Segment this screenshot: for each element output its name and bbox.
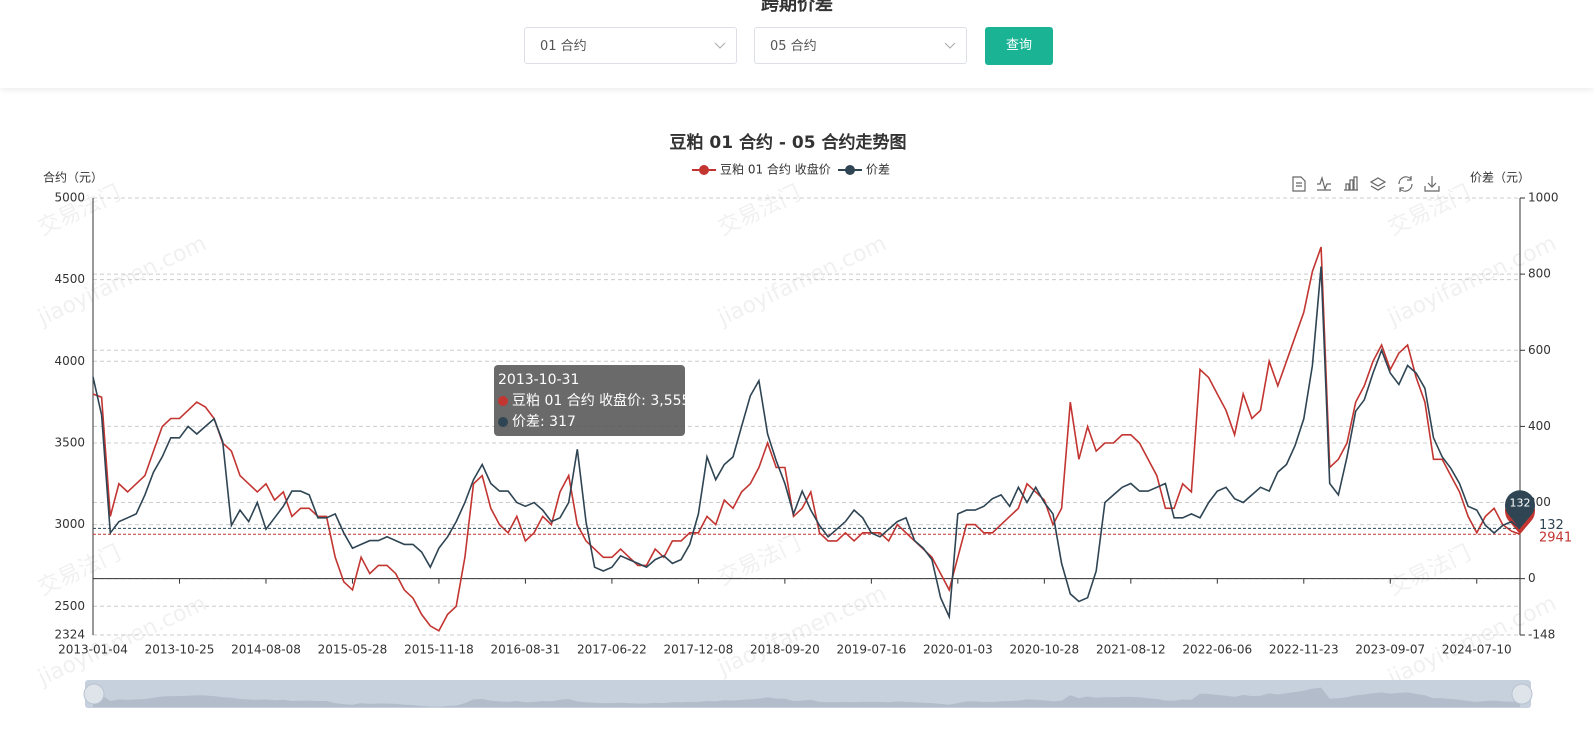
y2-tick-label: 600 — [1528, 343, 1551, 357]
watermark: 交易法门 — [35, 541, 125, 601]
select[interactable]: 05 合约 — [754, 27, 967, 64]
y-tick-label: 4500 — [54, 272, 85, 286]
tool-save[interactable] — [1424, 176, 1440, 192]
chevron — [944, 42, 956, 49]
chart-title: 豆粕 01 合约 - 05 合约走势图 — [670, 132, 907, 153]
x-tick-label: 2016-08-31 — [491, 643, 561, 657]
y-tick-label: 3000 — [54, 517, 85, 531]
x-tick-label: 2020-01-03 — [923, 643, 993, 657]
select[interactable]: 01 合约 — [524, 27, 737, 64]
x-tick-label: 2013-10-25 — [145, 643, 215, 657]
mark-point — [1505, 490, 1536, 529]
series-line — [92, 266, 1521, 620]
tooltip-dot — [498, 396, 508, 406]
toolbox[interactable] — [1292, 175, 1440, 192]
watermark: jiaoyifamen.com — [714, 581, 891, 681]
datazoom-handle[interactable] — [83, 683, 105, 705]
header: 跨期价差 01 合约 05 合约 查询 — [0, 0, 1594, 88]
x-tick-label: 2015-05-28 — [318, 643, 388, 657]
y2-tick-label: 800 — [1528, 267, 1551, 281]
x-tick-label: 2015-11-18 — [404, 643, 474, 657]
tool-bar[interactable] — [1344, 176, 1358, 191]
x-tick-label: 2022-06-06 — [1182, 643, 1252, 657]
watermark: 交易法门 — [715, 531, 805, 591]
y-tick-label: 2324 — [54, 628, 85, 642]
datazoom-shadow — [93, 687, 1520, 707]
tool-line[interactable] — [1317, 175, 1331, 191]
y2-tick-label: 1000 — [1528, 191, 1559, 205]
x-tick-label: 2013-01-04 — [58, 643, 128, 657]
watermark: jiaoyifamen.com — [714, 231, 891, 331]
page-title: 跨期价差 — [761, 0, 833, 15]
x-tick-label: 2022-11-23 — [1269, 643, 1339, 657]
x-tick-label: 2023-09-07 — [1355, 643, 1425, 657]
tooltip-row: 价差: 317 — [512, 414, 576, 430]
legend-label: 价差 — [866, 163, 890, 177]
y-tick-label: 2500 — [54, 599, 85, 613]
query-button[interactable]: 查询 — [985, 27, 1053, 65]
tooltip-row: 豆粕 01 合约 收盘价: 3,555 — [512, 392, 690, 409]
y-tick-label: 4000 — [54, 354, 85, 368]
select-value: 05 合约 — [770, 39, 817, 54]
tooltip-dot — [498, 417, 508, 427]
x-tick-label: 2021-08-12 — [1096, 643, 1166, 657]
y2-tick-label: 400 — [1528, 419, 1551, 433]
x-tick-label: 2014-08-08 — [231, 643, 301, 657]
watermark: jiaoyifamen.com — [1384, 231, 1561, 331]
legend-label: 豆粕 01 合约 收盘价 — [720, 162, 831, 177]
watermark: 交易法门 — [715, 181, 805, 241]
y2-axis-label: 价差（元） — [1470, 171, 1530, 185]
select-value: 01 合约 — [540, 39, 587, 54]
tool-data-view[interactable] — [1292, 176, 1306, 192]
x-tick-label: 2024-07-10 — [1442, 643, 1512, 657]
y-tick-label: 3500 — [54, 435, 85, 449]
tool-restore[interactable] — [1398, 176, 1413, 192]
chevron — [714, 42, 726, 49]
y-axis-label: 合约（元） — [43, 170, 103, 185]
x-tick-label: 2017-06-22 — [577, 643, 647, 657]
tooltip-box — [494, 365, 685, 436]
y2-tick-label: -148 — [1528, 628, 1555, 642]
legend-dot — [845, 165, 855, 175]
tool-stack[interactable] — [1369, 177, 1387, 191]
mark-line-label: 132 — [1539, 518, 1564, 533]
x-tick-label: 2019-07-16 — [836, 643, 906, 657]
watermark: 交易法门 — [1385, 541, 1475, 601]
watermark: 交易法门 — [1385, 181, 1475, 241]
x-tick-label: 2020-10-28 — [1009, 643, 1079, 657]
series-line — [92, 246, 1521, 632]
mark-line-label: 2941 — [1539, 531, 1572, 546]
legend-dot — [699, 165, 709, 175]
y2-tick-label: 0 — [1528, 571, 1536, 585]
tooltip-title: 2013-10-31 — [498, 372, 579, 388]
datazoom-handle[interactable] — [1511, 683, 1533, 705]
y-tick-label: 5000 — [54, 191, 85, 205]
x-tick-label: 2018-09-20 — [750, 643, 820, 657]
x-tick-label: 2017-12-08 — [664, 643, 734, 657]
mark-point-label: 132 — [1510, 496, 1531, 509]
